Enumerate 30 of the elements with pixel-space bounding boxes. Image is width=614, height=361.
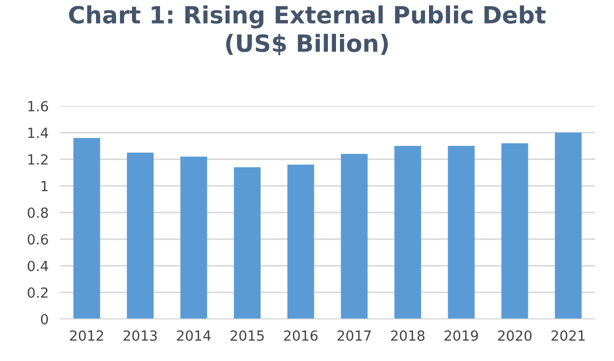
x-tick-label: 2019: [444, 330, 478, 341]
bar: [554, 132, 582, 319]
x-tick-label: 2012: [70, 330, 104, 341]
x-tick-label: 2018: [391, 330, 424, 341]
y-tick-label: 0: [40, 314, 48, 324]
bar: [126, 152, 154, 319]
bar: [394, 146, 422, 319]
x-tick-label: 2020: [498, 330, 532, 341]
y-tick-label: 1.2: [28, 154, 48, 165]
x-tick-label: 2013: [124, 330, 157, 341]
bar: [73, 138, 100, 319]
x-tick-label: 2015: [230, 330, 264, 341]
bar: [287, 164, 314, 319]
x-tick-label: 2016: [284, 330, 318, 341]
y-tick-label: 0.8: [28, 207, 48, 218]
x-tick-label: 2017: [338, 330, 371, 341]
y-tick-label: 0.2: [28, 287, 48, 298]
bar: [180, 156, 208, 319]
y-tick-label: 0.4: [28, 260, 48, 272]
y-tick-label: 1.6: [28, 100, 48, 112]
bar: [448, 146, 475, 319]
y-tick-label: 0.6: [28, 234, 48, 245]
y-tick-label: 1: [42, 181, 48, 192]
chart-title: Chart 1: Rising External Public Debt (US$ Billion): [69, 5, 546, 56]
bar: [501, 143, 528, 319]
bar: [234, 167, 261, 319]
x-tick-label: 2014: [177, 330, 211, 341]
y-tick-label: 1.4: [28, 128, 48, 138]
bar: [340, 154, 368, 319]
x-tick-label: 2021: [552, 330, 585, 341]
